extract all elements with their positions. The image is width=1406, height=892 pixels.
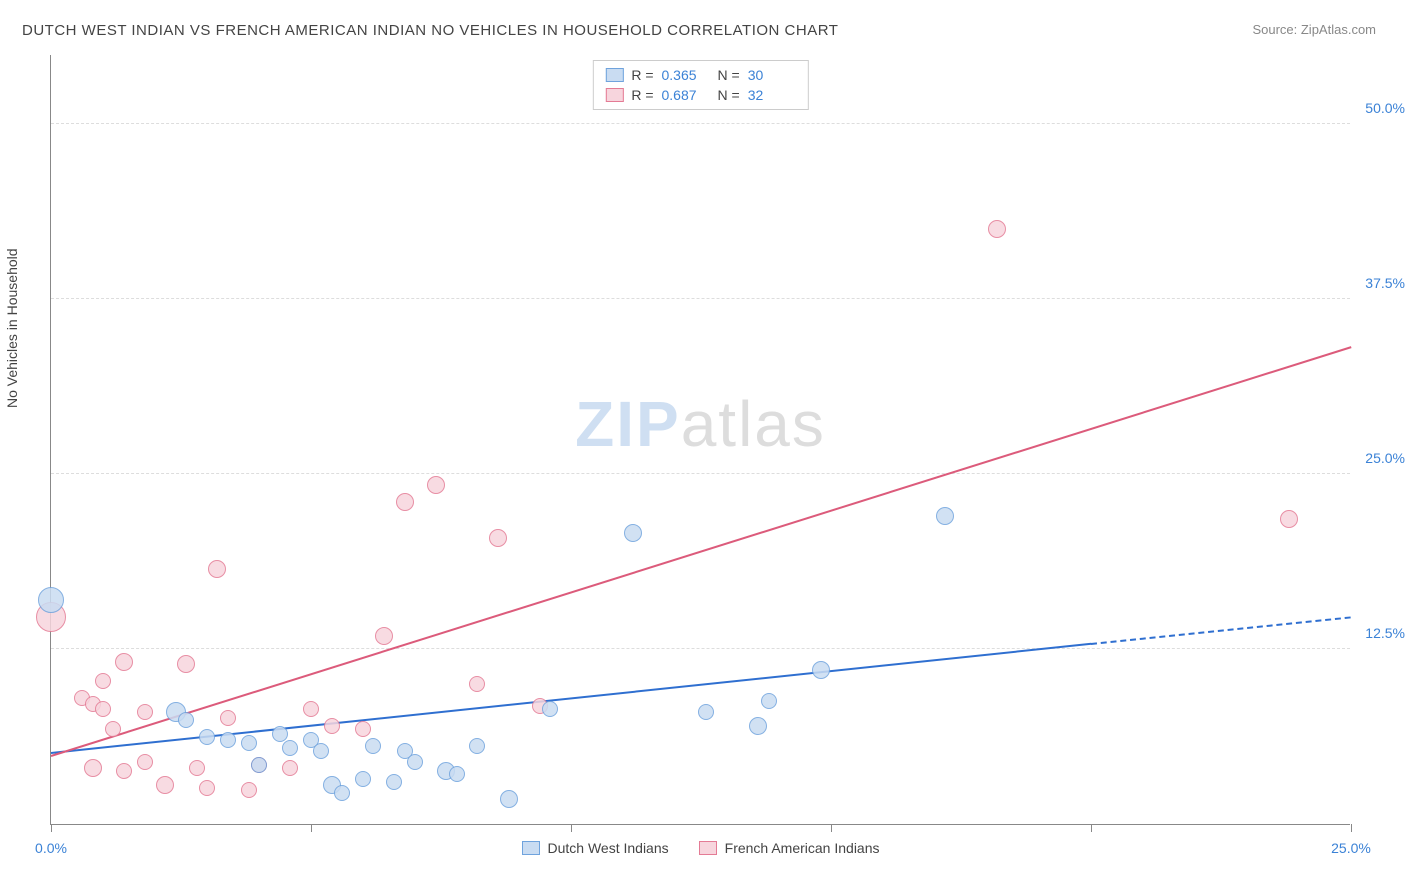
- legend-swatch-pink: [605, 88, 623, 102]
- series-name-pink: French American Indians: [725, 840, 880, 856]
- scatter-point: [449, 766, 465, 782]
- legend-swatch-blue: [522, 841, 540, 855]
- y-tick-label: 50.0%: [1365, 100, 1405, 116]
- x-tick: [1091, 824, 1092, 832]
- scatter-point: [282, 740, 298, 756]
- x-tick: [51, 824, 52, 832]
- scatter-point: [189, 760, 205, 776]
- grid-line: [51, 298, 1350, 299]
- scatter-point: [84, 759, 102, 777]
- scatter-point: [116, 763, 132, 779]
- grid-line: [51, 123, 1350, 124]
- grid-line: [51, 473, 1350, 474]
- legend-item-blue: Dutch West Indians: [522, 840, 669, 856]
- scatter-point: [115, 653, 133, 671]
- scatter-point: [469, 676, 485, 692]
- r-label: R =: [631, 67, 653, 83]
- scatter-point: [542, 701, 558, 717]
- source-label: Source: ZipAtlas.com: [1252, 22, 1376, 37]
- scatter-point: [241, 782, 257, 798]
- chart-title: DUTCH WEST INDIAN VS FRENCH AMERICAN IND…: [22, 22, 838, 39]
- scatter-point: [761, 693, 777, 709]
- scatter-point: [386, 774, 402, 790]
- scatter-point: [208, 560, 226, 578]
- scatter-point: [199, 780, 215, 796]
- watermark: ZIPatlas: [575, 387, 826, 461]
- scatter-point: [313, 743, 329, 759]
- scatter-point: [220, 732, 236, 748]
- trend-line: [1091, 616, 1351, 645]
- scatter-point: [396, 493, 414, 511]
- watermark-zip: ZIP: [575, 388, 681, 460]
- scatter-point: [282, 760, 298, 776]
- scatter-point: [749, 717, 767, 735]
- x-tick: [311, 824, 312, 832]
- series-name-blue: Dutch West Indians: [548, 840, 669, 856]
- scatter-point: [489, 529, 507, 547]
- scatter-point: [241, 735, 257, 751]
- scatter-point: [178, 712, 194, 728]
- scatter-point: [137, 704, 153, 720]
- scatter-point: [812, 661, 830, 679]
- scatter-point: [988, 220, 1006, 238]
- x-tick: [831, 824, 832, 832]
- scatter-point: [355, 721, 371, 737]
- n-value-blue: 30: [748, 67, 796, 83]
- r-label: R =: [631, 87, 653, 103]
- legend-correlation: R = 0.365 N = 30 R = 0.687 N = 32: [592, 60, 808, 110]
- r-value-pink: 0.687: [662, 87, 710, 103]
- n-value-pink: 32: [748, 87, 796, 103]
- legend-item-pink: French American Indians: [699, 840, 880, 856]
- scatter-point: [365, 738, 381, 754]
- scatter-point: [355, 771, 371, 787]
- scatter-point: [38, 587, 64, 613]
- chart-area: ZIPatlas R = 0.365 N = 30 R = 0.687 N = …: [50, 55, 1350, 825]
- legend-swatch-blue: [605, 68, 623, 82]
- scatter-point: [1280, 510, 1298, 528]
- scatter-point: [95, 701, 111, 717]
- scatter-point: [469, 738, 485, 754]
- legend-swatch-pink: [699, 841, 717, 855]
- r-value-blue: 0.365: [662, 67, 710, 83]
- x-tick: [571, 824, 572, 832]
- y-tick-label: 12.5%: [1365, 625, 1405, 641]
- scatter-point: [500, 790, 518, 808]
- n-label: N =: [718, 67, 740, 83]
- scatter-point: [375, 627, 393, 645]
- y-tick-label: 25.0%: [1365, 450, 1405, 466]
- scatter-point: [334, 785, 350, 801]
- watermark-atlas: atlas: [681, 388, 826, 460]
- scatter-point: [156, 776, 174, 794]
- x-tick-label: 0.0%: [35, 840, 67, 856]
- scatter-point: [624, 524, 642, 542]
- scatter-point: [407, 754, 423, 770]
- scatter-point: [105, 721, 121, 737]
- scatter-point: [177, 655, 195, 673]
- scatter-point: [427, 476, 445, 494]
- legend-row-pink: R = 0.687 N = 32: [605, 85, 795, 105]
- legend-row-blue: R = 0.365 N = 30: [605, 65, 795, 85]
- scatter-point: [251, 757, 267, 773]
- scatter-point: [272, 726, 288, 742]
- scatter-point: [220, 710, 236, 726]
- scatter-point: [698, 704, 714, 720]
- scatter-point: [137, 754, 153, 770]
- scatter-point: [95, 673, 111, 689]
- scatter-point: [303, 701, 319, 717]
- x-tick-label: 25.0%: [1331, 840, 1371, 856]
- scatter-point: [199, 729, 215, 745]
- x-tick: [1351, 824, 1352, 832]
- grid-line: [51, 648, 1350, 649]
- y-axis-label: No Vehicles in Household: [4, 248, 20, 408]
- scatter-point: [936, 507, 954, 525]
- n-label: N =: [718, 87, 740, 103]
- y-tick-label: 37.5%: [1365, 275, 1405, 291]
- legend-series: Dutch West Indians French American India…: [522, 840, 880, 856]
- scatter-point: [324, 718, 340, 734]
- trend-line: [51, 346, 1352, 757]
